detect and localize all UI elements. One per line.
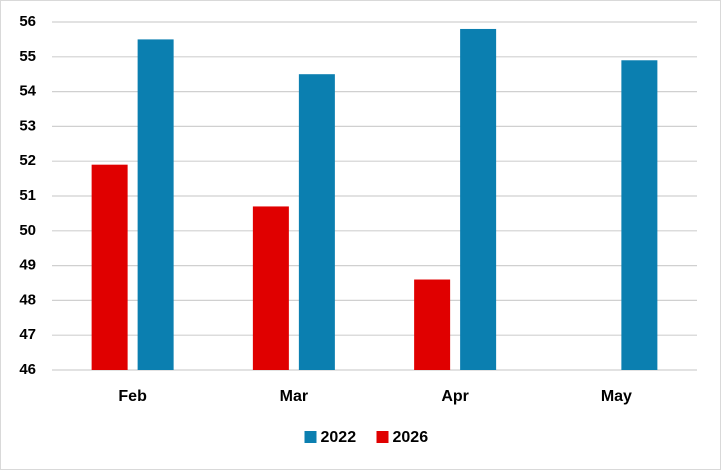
x-tick-label: Apr [441,388,469,405]
y-tick-label: 51 [19,187,36,204]
bar [621,60,658,370]
y-tick-label: 49 [19,257,36,274]
y-tick-label: 48 [19,291,36,308]
y-tick-label: 52 [19,152,36,169]
legend-label: 2022 [321,429,357,446]
bar [91,164,128,370]
y-tick-label: 55 [19,48,36,65]
legend-label: 2026 [393,429,429,446]
legend-swatch [376,431,389,443]
y-tick-label: 47 [19,326,36,343]
legend-swatch [304,431,317,443]
bar [252,206,289,370]
y-tick-label: 53 [19,117,36,134]
y-tick-label: 56 [19,13,36,30]
y-tick-label: 50 [19,222,36,239]
x-tick-label: Feb [118,388,147,405]
y-tick-label: 46 [19,361,36,378]
bar [137,39,174,371]
bar [460,28,497,371]
y-tick-label: 54 [19,83,36,100]
bar [414,279,451,370]
x-tick-label: Mar [280,388,308,405]
bar [298,74,335,370]
x-tick-label: May [601,388,632,405]
